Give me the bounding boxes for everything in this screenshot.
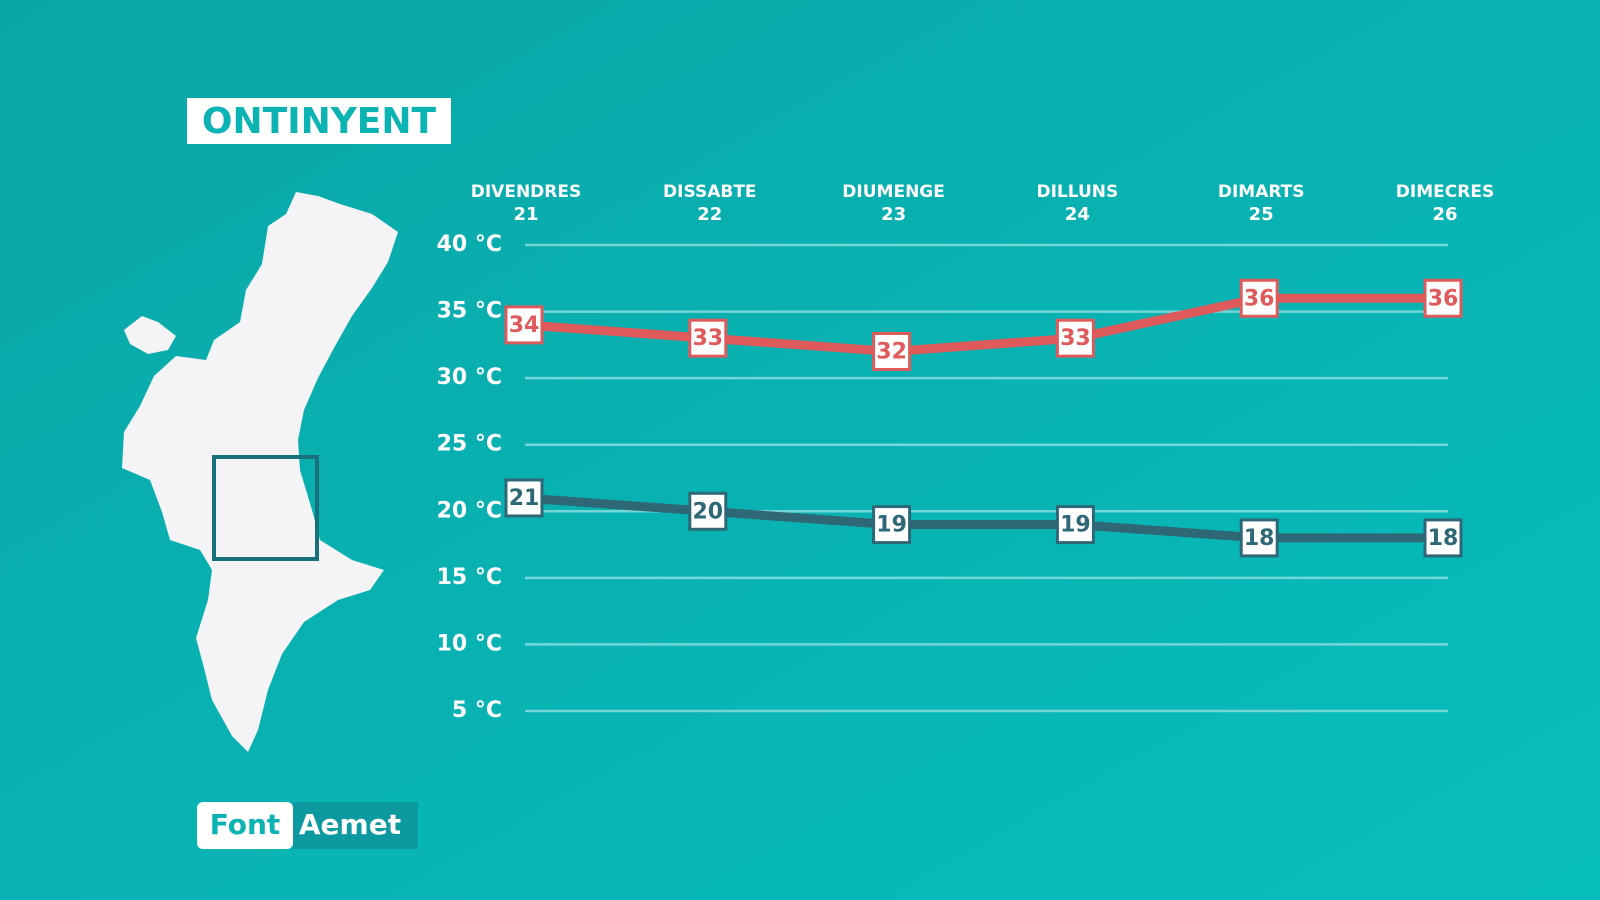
data-label: 19: [876, 513, 907, 538]
x-tick-label: DIMECRES: [1396, 182, 1494, 202]
series-line: [523, 493, 1443, 543]
x-tick-label: DIVENDRES: [471, 182, 582, 202]
source-box: [293, 802, 418, 849]
x-tick-label: 23: [881, 204, 906, 225]
region-map-island: [124, 316, 176, 354]
data-label: 18: [1428, 526, 1459, 551]
region-map: [122, 192, 398, 752]
data-marker: [872, 505, 912, 545]
series-line: [523, 293, 1443, 357]
y-tick-label: 20 °C: [437, 498, 502, 523]
y-tick-label: 40 °C: [437, 232, 502, 257]
data-marker: [688, 491, 728, 531]
data-label: 19: [1060, 513, 1091, 538]
x-tick-label: DIUMENGE: [842, 182, 945, 202]
data-marker: [504, 478, 544, 518]
source-label: Font: [210, 808, 281, 841]
source: Aemet: [299, 808, 401, 841]
data-label: 32: [876, 340, 907, 365]
data-marker: [1055, 318, 1095, 358]
x-tick-label: 22: [697, 204, 722, 225]
y-tick-label: 5 °C: [452, 698, 502, 723]
data-label: 36: [1244, 286, 1275, 311]
data-marker: [1239, 518, 1279, 558]
x-tick-label: 26: [1432, 204, 1457, 225]
data-marker: [688, 318, 728, 358]
y-tick-label: 30 °C: [437, 365, 502, 390]
x-tick-label: 25: [1249, 204, 1274, 225]
data-label: 20: [692, 499, 723, 524]
y-tick-label: 35 °C: [437, 299, 502, 324]
x-tick-label: DISSABTE: [663, 182, 756, 202]
x-tick-label: DILLUNS: [1037, 182, 1119, 202]
data-marker: [1423, 278, 1463, 318]
data-marker: [872, 332, 912, 372]
data-marker: [1055, 505, 1095, 545]
chart-title: ONTINYENT: [202, 101, 437, 142]
x-tick-label: 24: [1065, 204, 1090, 225]
y-tick-label: 15 °C: [437, 565, 502, 590]
data-marker: [1239, 278, 1279, 318]
data-label: 34: [509, 313, 540, 338]
data-label: 18: [1244, 526, 1275, 551]
data-label: 33: [692, 326, 723, 351]
x-tick-label: DIMARTS: [1218, 182, 1305, 202]
source-label-box: [197, 802, 293, 849]
data-label: 21: [509, 486, 540, 511]
data-label: 36: [1428, 286, 1459, 311]
data-marker: [504, 305, 544, 345]
y-tick-label: 10 °C: [437, 631, 502, 656]
data-label: 33: [1060, 326, 1091, 351]
y-tick-label: 25 °C: [437, 432, 502, 457]
data-marker: [1423, 518, 1463, 558]
location-box: [212, 455, 319, 561]
title-box: [187, 98, 451, 144]
x-tick-label: 21: [513, 204, 538, 225]
